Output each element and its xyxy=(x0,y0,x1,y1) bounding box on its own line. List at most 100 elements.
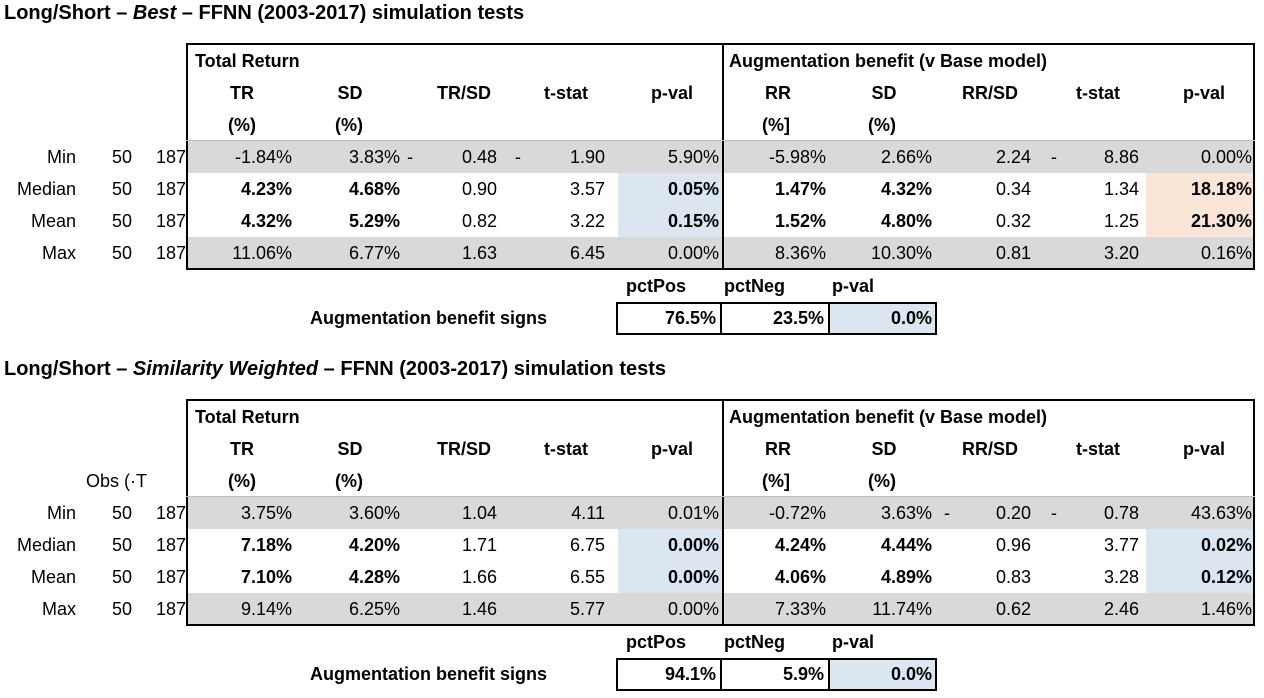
cell-value: 11.74% xyxy=(872,599,932,619)
signs-label: Augmentation benefit signs xyxy=(310,308,548,328)
cell-value: 3.75% xyxy=(240,503,292,523)
row-label: Mean xyxy=(30,211,76,231)
cell-value: 1.52% xyxy=(774,211,826,231)
signs-value: 94.1% xyxy=(664,664,716,684)
row-label: Max xyxy=(41,243,76,263)
title-italic: Best xyxy=(132,2,177,24)
dash-marker: - xyxy=(515,147,521,167)
cell-value: 3.20 xyxy=(1103,243,1139,263)
column-header: t-stat xyxy=(544,439,588,459)
cell-value: 4.32% xyxy=(240,211,292,231)
title-italic: Similarity Weighted xyxy=(132,358,319,380)
signs-value: 0.0% xyxy=(890,308,932,328)
cell-value: 9.14% xyxy=(240,599,292,619)
row-label: Max xyxy=(41,599,76,619)
cell-value: 6.55 xyxy=(569,567,605,587)
group-total-return: Total Return xyxy=(195,407,300,427)
cell-value: 0.48 xyxy=(461,147,497,167)
column-unit: (%) xyxy=(868,115,896,135)
column-header: TR xyxy=(230,83,254,103)
cell-value: 3.77 xyxy=(1103,535,1139,555)
column-header: RR/SD xyxy=(961,439,1018,459)
cell-value: 3.28 xyxy=(1103,567,1139,587)
cell-value: 18.18% xyxy=(1190,179,1252,199)
cell-value: 0.00% xyxy=(667,243,719,263)
cell-value: 4.28% xyxy=(348,567,400,587)
table-title: Long/Short – Similarity Weighted – FFNN … xyxy=(4,356,666,382)
cell-value: 1.46 xyxy=(461,599,497,619)
cell-value: 0.00% xyxy=(667,567,719,587)
pval-highlight xyxy=(618,205,722,237)
column-header: RR xyxy=(765,83,791,103)
signs-box xyxy=(616,658,937,691)
signs-divider xyxy=(828,302,830,335)
cell-value: 10.30% xyxy=(870,243,932,263)
row-divider xyxy=(186,140,1255,141)
cell-value: 4.80% xyxy=(880,211,932,231)
cell-value: 0.78 xyxy=(1103,503,1139,523)
cell-value: 3.22 xyxy=(569,211,605,231)
cell-value: 5.77 xyxy=(569,599,605,619)
period-count: 187 xyxy=(155,211,186,231)
cell-value: 0.90 xyxy=(461,179,497,199)
signs-box xyxy=(616,302,937,335)
title-suffix: – FFNN (2003-2017) simulation tests xyxy=(318,358,667,380)
signs-header: pctNeg xyxy=(724,632,786,652)
obs-count: 50 xyxy=(111,243,132,263)
column-header: p-val xyxy=(650,439,693,459)
cell-value: 5.29% xyxy=(348,211,400,231)
obs-label: Obs (·T xyxy=(86,471,147,491)
augmentation-box xyxy=(722,399,1255,626)
cell-value: 4.23% xyxy=(240,179,292,199)
cell-value: -1.84% xyxy=(234,147,292,167)
cell-value: 2.46 xyxy=(1103,599,1139,619)
title-suffix: – FFNN (2003-2017) simulation tests xyxy=(176,2,525,24)
cell-value: 2.66% xyxy=(880,147,932,167)
cell-value: 0.62 xyxy=(995,599,1031,619)
cell-value: 1.34 xyxy=(1103,179,1139,199)
obs-count: 50 xyxy=(111,599,132,619)
cell-value: 0.15% xyxy=(667,211,719,231)
cell-value: 4.06% xyxy=(774,567,826,587)
cell-value: 21.30% xyxy=(1190,211,1252,231)
column-header: SD xyxy=(337,439,363,459)
cell-value: 0.20 xyxy=(995,503,1031,523)
pval-highlight xyxy=(618,561,722,593)
cell-value: 2.24 xyxy=(995,147,1031,167)
column-header: SD xyxy=(337,83,363,103)
cell-value: 6.45 xyxy=(569,243,605,263)
cell-value: 6.77% xyxy=(348,243,400,263)
title-prefix: Long/Short – xyxy=(4,2,133,24)
cell-value: 0.12% xyxy=(1200,567,1252,587)
column-unit: (%) xyxy=(228,115,256,135)
row-label: Min xyxy=(46,503,76,523)
signs-value: 23.5% xyxy=(772,308,824,328)
table-title: Long/Short – Best – FFNN (2003-2017) sim… xyxy=(4,0,524,26)
row-label: Min xyxy=(46,147,76,167)
column-unit: (%) xyxy=(335,471,363,491)
signs-divider xyxy=(720,302,722,335)
title-prefix: Long/Short – xyxy=(4,358,133,380)
column-header: p-val xyxy=(1182,83,1225,103)
period-count: 187 xyxy=(155,503,186,523)
signs-value: 76.5% xyxy=(664,308,716,328)
period-count: 187 xyxy=(155,179,186,199)
group-augmentation: Augmentation benefit (v Base model) xyxy=(729,51,1048,71)
group-augmentation: Augmentation benefit (v Base model) xyxy=(729,407,1048,427)
cell-value: 7.10% xyxy=(240,567,292,587)
cell-value: 1.25 xyxy=(1103,211,1139,231)
cell-value: 4.11 xyxy=(571,503,605,523)
signs-pval-shade xyxy=(828,658,936,690)
signs-divider xyxy=(828,658,830,691)
signs-header: pctPos xyxy=(626,276,687,296)
column-header: t-stat xyxy=(1076,83,1120,103)
dash-marker: - xyxy=(1051,147,1057,167)
obs-count: 50 xyxy=(111,147,132,167)
cell-value: 0.83 xyxy=(995,567,1031,587)
column-unit: (%] xyxy=(762,471,790,491)
cell-value: 1.90 xyxy=(569,147,605,167)
cell-value: 7.18% xyxy=(240,535,292,555)
column-header: p-val xyxy=(1182,439,1225,459)
signs-label: Augmentation benefit signs xyxy=(310,664,548,684)
column-header: SD xyxy=(871,83,897,103)
